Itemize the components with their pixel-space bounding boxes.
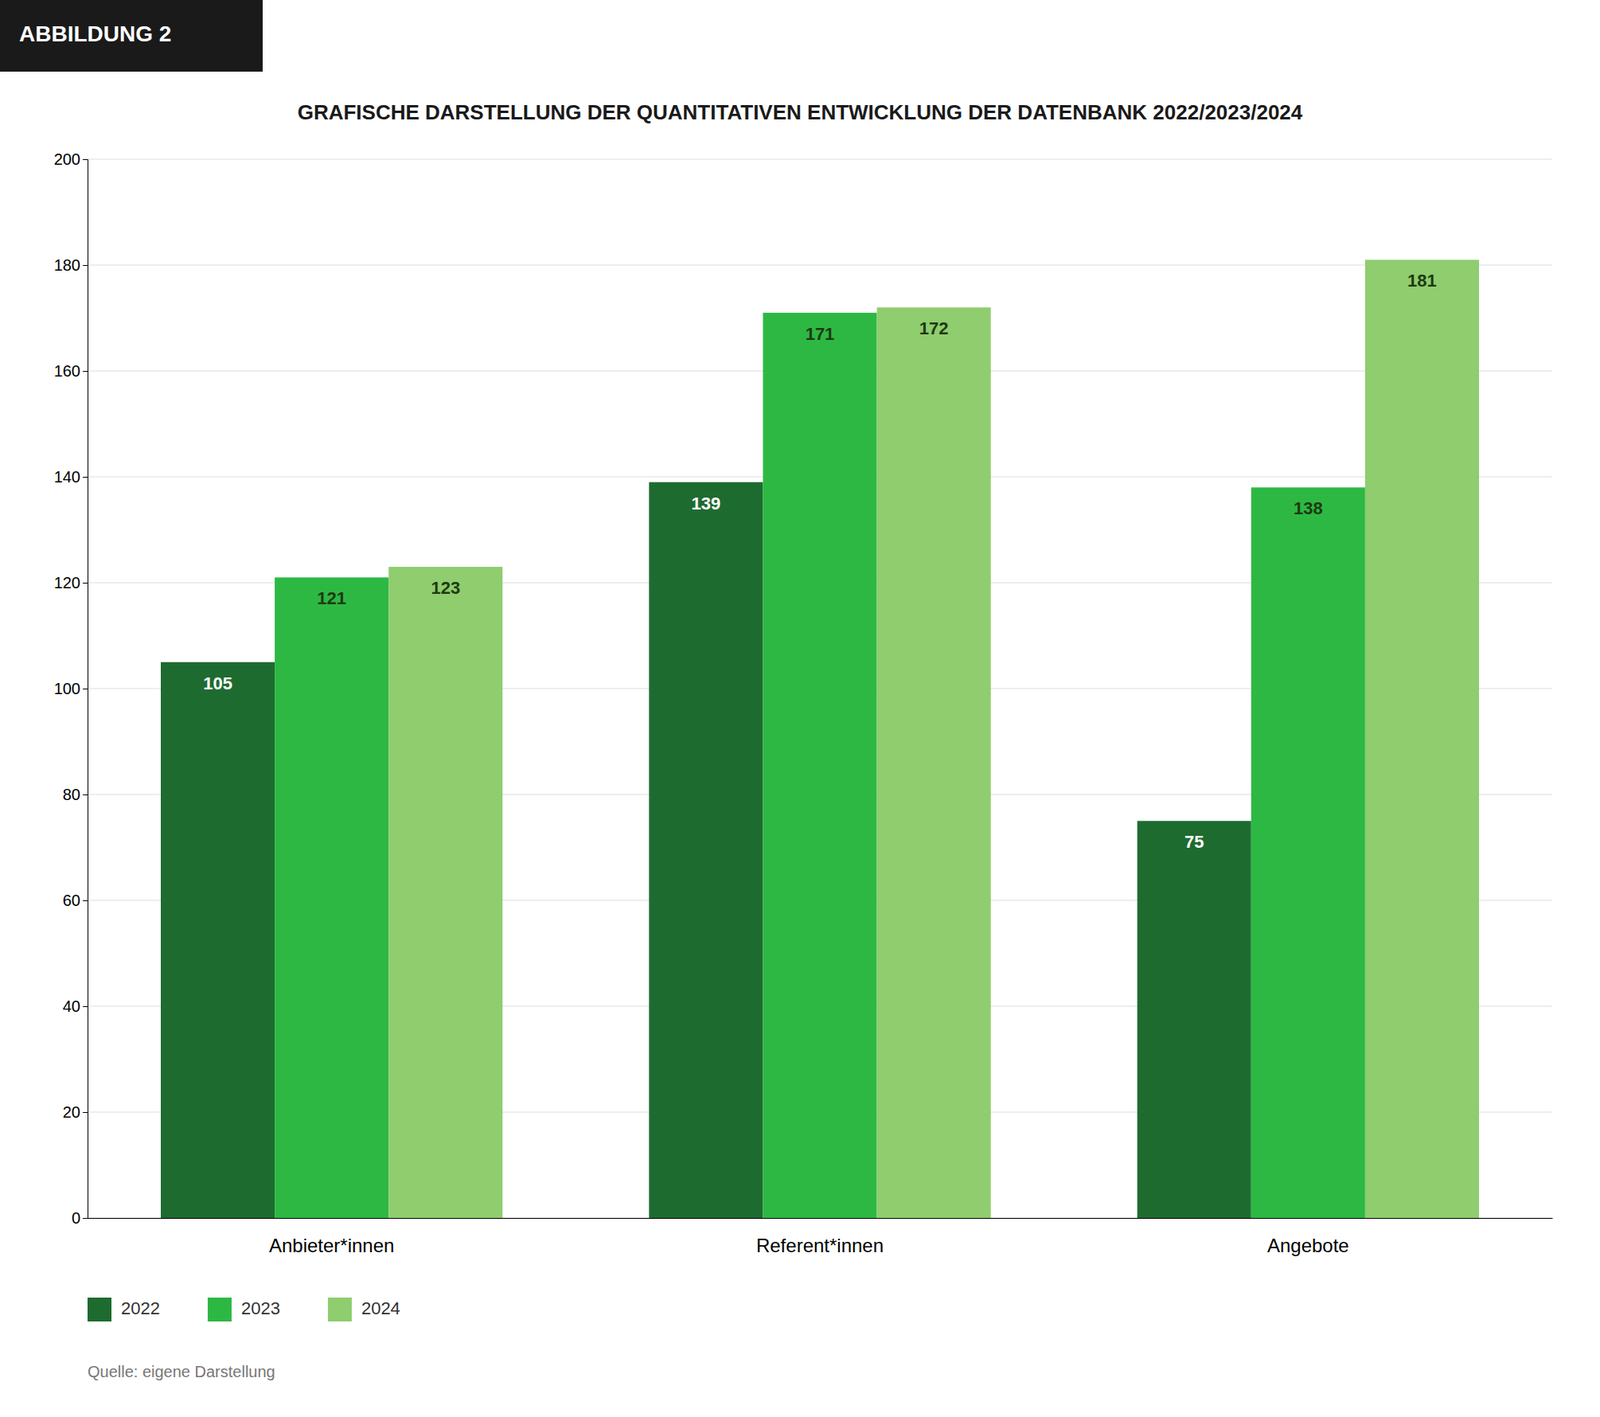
y-tick: 0	[71, 1209, 88, 1227]
legend-label: 2023	[241, 1298, 281, 1319]
data-label: 181	[1407, 270, 1437, 291]
header: ABBILDUNG 2	[0, 0, 263, 72]
y-tick-label: 140	[54, 468, 81, 486]
y-tick-mark	[82, 1112, 88, 1113]
bar-series	[274, 312, 1366, 1218]
source: Quelle: eigene Darstellung	[87, 1362, 276, 1381]
y-tick: 60	[62, 891, 88, 910]
y-tick-mark	[82, 476, 88, 478]
bar	[1137, 820, 1252, 1218]
legend-swatch	[327, 1297, 352, 1322]
y-tick-mark	[82, 900, 88, 902]
data-labels: 105 139 75 121 171 138 123 172 181	[202, 270, 1437, 852]
y-tick-mark	[82, 794, 88, 796]
y-tick-label: 20	[62, 1103, 81, 1121]
y-tick: 40	[62, 997, 88, 1015]
x-tick: Angebote	[1267, 1234, 1350, 1257]
y-tick: 100	[54, 679, 88, 698]
x-tick: Referent*innen	[756, 1234, 884, 1257]
legend-item: 2024	[327, 1297, 401, 1322]
data-label: 138	[1293, 498, 1323, 519]
data-label: 105	[202, 673, 233, 694]
y-tick-mark	[82, 582, 88, 584]
bar	[762, 312, 877, 1218]
data-label: 171	[805, 323, 836, 344]
bar	[1365, 259, 1480, 1218]
y-tick-mark	[82, 370, 88, 372]
bar	[160, 662, 275, 1218]
bars	[160, 259, 1480, 1218]
bar	[1251, 487, 1366, 1218]
y-tick-label: 0	[71, 1209, 81, 1227]
grid-line	[87, 159, 1553, 160]
y-tick: 20	[62, 1103, 88, 1121]
chart: ABBILDUNG 2 GRAFISCHE DARSTELLUNG DER QUA…	[0, 0, 1600, 1417]
x-tick-label: Angebote	[1267, 1234, 1350, 1257]
y-axis: 0 20 40 60 80 100 120 140 160 180 200	[54, 150, 89, 1227]
y-tick-label: 120	[54, 573, 81, 592]
bar-series	[160, 482, 1252, 1218]
legend-label: 2022	[120, 1298, 160, 1319]
bar	[274, 577, 389, 1218]
legend-item: 2022	[87, 1297, 160, 1322]
bar-series	[388, 259, 1480, 1218]
y-tick-mark	[82, 265, 88, 266]
y-tick-mark	[82, 688, 88, 690]
legend-item: 2023	[207, 1297, 281, 1322]
header-label: ABBILDUNG 2	[19, 21, 172, 47]
y-tick-label: 100	[54, 679, 81, 698]
grid-line	[87, 265, 1553, 266]
plot: 105 139 75 121 171 138 123 172 181 0 20 40 60 80 100 12…	[54, 150, 1554, 1257]
y-axis-line	[82, 160, 89, 1219]
y-tick-label: 200	[54, 150, 81, 168]
y-tick-label: 180	[54, 256, 81, 274]
data-label: 123	[430, 577, 461, 598]
bar	[648, 482, 763, 1218]
y-tick-label: 40	[62, 997, 81, 1015]
y-tick-label: 80	[62, 785, 81, 804]
legend-swatch	[87, 1297, 112, 1322]
y-tick: 180	[54, 256, 88, 274]
y-tick: 160	[54, 362, 88, 380]
x-tick-label: Anbieter*innen	[269, 1234, 395, 1257]
header-box	[0, 0, 263, 72]
bar	[388, 566, 503, 1218]
legend: 2022 2023 2024	[87, 1297, 401, 1322]
y-tick-mark	[82, 1217, 88, 1219]
data-label: 172	[919, 318, 949, 339]
data-label: 121	[316, 588, 347, 609]
y-tick: 120	[54, 573, 88, 592]
y-tick-label: 60	[62, 891, 81, 910]
data-label: 75	[1184, 831, 1204, 852]
y-tick: 140	[54, 468, 88, 486]
x-tick-label: Referent*innen	[756, 1234, 884, 1257]
x-axis: Anbieter*innen Referent*innen Angebote	[88, 1218, 1554, 1257]
bar	[877, 307, 992, 1218]
legend-swatch	[207, 1297, 232, 1322]
x-tick: Anbieter*innen	[269, 1234, 395, 1257]
y-tick: 80	[62, 785, 88, 804]
legend-label: 2024	[361, 1298, 401, 1319]
title: GRAFISCHE DARSTELLUNG DER QUANTITATIVEN …	[297, 100, 1304, 125]
grid	[87, 159, 1553, 1218]
y-tick-label: 160	[54, 362, 81, 380]
x-axis-line	[88, 1217, 1554, 1219]
y-tick-mark	[82, 1006, 88, 1007]
y-tick-mark	[82, 159, 88, 160]
data-label: 139	[691, 493, 722, 514]
y-tick: 200	[54, 150, 88, 168]
